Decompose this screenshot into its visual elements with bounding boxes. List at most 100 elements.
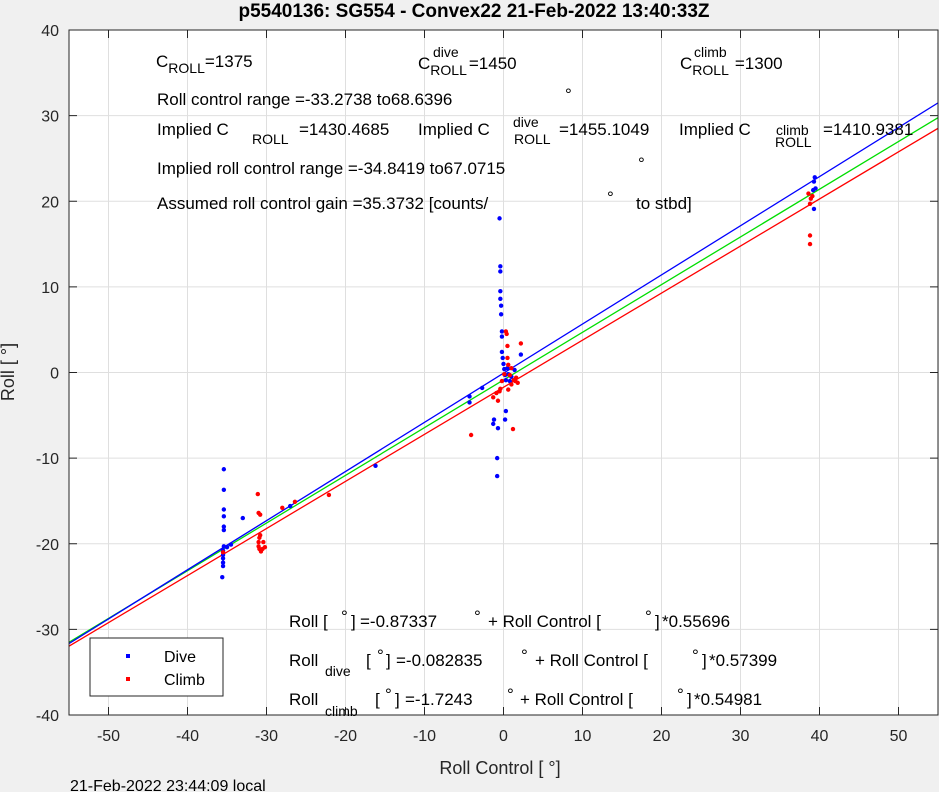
svg-text:+ Roll Control [: + Roll Control [ <box>535 651 648 670</box>
x-tick-label: -40 <box>176 728 199 745</box>
implied-c-roll-climb-value: =1410.9381 <box>823 120 913 139</box>
climb-point <box>497 389 502 394</box>
dive-point <box>811 206 817 212</box>
svg-text:Roll [: Roll [ <box>289 612 328 631</box>
climb-point <box>509 382 514 387</box>
dive-point <box>373 463 378 469</box>
svg-text:ROLL: ROLL <box>775 134 812 150</box>
climb-point <box>505 355 510 361</box>
svg-text:Implied C: Implied C <box>157 120 229 139</box>
svg-text:dive: dive <box>433 44 459 60</box>
dive-point <box>503 378 509 383</box>
dive-point <box>811 179 817 184</box>
y-tick-label: 0 <box>50 366 59 383</box>
roll-control-range: Roll control range =-33.2738 to68.6396 <box>157 90 452 109</box>
dive-point <box>221 507 227 512</box>
svg-text:°: ° <box>341 607 348 626</box>
svg-text:ROLL: ROLL <box>252 131 289 147</box>
dive-point <box>498 296 503 302</box>
dive-point <box>495 425 501 431</box>
dive-point <box>518 352 524 357</box>
climb-point <box>256 539 261 545</box>
climb-point <box>513 375 519 380</box>
x-tick-label: 20 <box>653 728 671 745</box>
svg-text:°: ° <box>521 646 528 665</box>
dive-point <box>499 349 505 355</box>
dive-point <box>502 417 508 422</box>
tick-labels: -50 -40 -30 -20 -10 0 10 20 30 40 50 -40 -30 -20 -10 0 1… <box>36 23 938 745</box>
c-roll-value: =1375 <box>205 52 253 71</box>
svg-text:climb: climb <box>325 703 358 719</box>
climb-point <box>261 539 266 545</box>
dive-point <box>498 269 503 274</box>
svg-text:°: ° <box>507 685 514 704</box>
y-tick-label: 10 <box>41 280 59 297</box>
climb-point <box>504 331 509 337</box>
dive-point <box>221 467 227 472</box>
svg-text:]: ] <box>702 651 707 670</box>
fit-line-climb <box>69 127 938 647</box>
data-points <box>220 175 818 580</box>
implied-range: Implied roll control range =-34.8419 to6… <box>157 159 505 178</box>
dive-point <box>501 361 506 367</box>
legend-dive-label: Dive <box>164 649 196 666</box>
dive-point <box>498 264 503 269</box>
svg-text:climb: climb <box>694 44 727 60</box>
climb-point <box>506 362 511 367</box>
climb-point <box>280 505 285 510</box>
legend: Dive Climb <box>89 637 224 697</box>
climb-point <box>495 398 501 403</box>
implied-c-roll-value: =1430.4685 <box>299 120 389 139</box>
legend-climb-marker <box>126 677 130 681</box>
svg-text:]: ] <box>386 651 391 670</box>
eq-all-intercept: =-0.87337 <box>360 612 437 631</box>
climb-point <box>507 372 513 378</box>
dive-point <box>498 303 504 308</box>
implied-c-roll-dive-value: =1455.1049 <box>559 120 649 139</box>
climb-point <box>509 366 514 371</box>
x-tick-label: 40 <box>811 728 829 745</box>
climb-point <box>806 191 811 196</box>
c-roll-climb-value: =1300 <box>735 54 783 73</box>
chart-title: p5540136: SG554 - Convex22 21-Feb-2022 1… <box>238 1 709 22</box>
climb-point <box>491 395 496 400</box>
x-tick-label: -20 <box>334 728 357 745</box>
climb-point <box>810 193 815 199</box>
climb-point <box>807 233 813 238</box>
dive-point <box>499 334 505 339</box>
gain-text-end: to stbd] <box>636 194 692 213</box>
climb-point <box>292 499 298 504</box>
svg-text:]: ] <box>395 690 400 709</box>
dive-point <box>494 455 500 461</box>
svg-text:°: ° <box>565 85 572 104</box>
climb-point <box>257 512 263 517</box>
svg-text:climb: climb <box>776 122 809 138</box>
climb-point <box>262 544 268 550</box>
y-tick-label: 40 <box>41 23 59 40</box>
climb-point <box>518 341 524 346</box>
climb-point <box>326 492 332 498</box>
dive-point <box>500 355 505 361</box>
svg-text:]: ] <box>351 612 356 631</box>
svg-text:Implied C: Implied C <box>418 120 490 139</box>
dive-point <box>498 312 504 317</box>
climb-point <box>506 387 511 392</box>
svg-text:Implied C: Implied C <box>679 120 751 139</box>
plot-border <box>68 29 939 716</box>
svg-text:]: ] <box>655 612 660 631</box>
legend-dive-marker <box>126 654 130 658</box>
dive-point <box>499 329 505 334</box>
climb-point <box>502 372 507 377</box>
dive-point <box>220 574 225 580</box>
dive-point <box>240 515 245 521</box>
y-tick-label: 20 <box>41 194 59 211</box>
svg-text:[: [ <box>375 690 380 709</box>
svg-text:°: ° <box>385 685 392 704</box>
climb-point <box>468 432 474 438</box>
gain-text: Assumed roll control gain =35.3732 [coun… <box>157 194 489 213</box>
dive-point <box>467 400 472 405</box>
climb-point <box>513 378 518 384</box>
climb-point <box>499 378 505 384</box>
climb-point <box>220 550 226 555</box>
x-tick-label: 30 <box>732 728 750 745</box>
